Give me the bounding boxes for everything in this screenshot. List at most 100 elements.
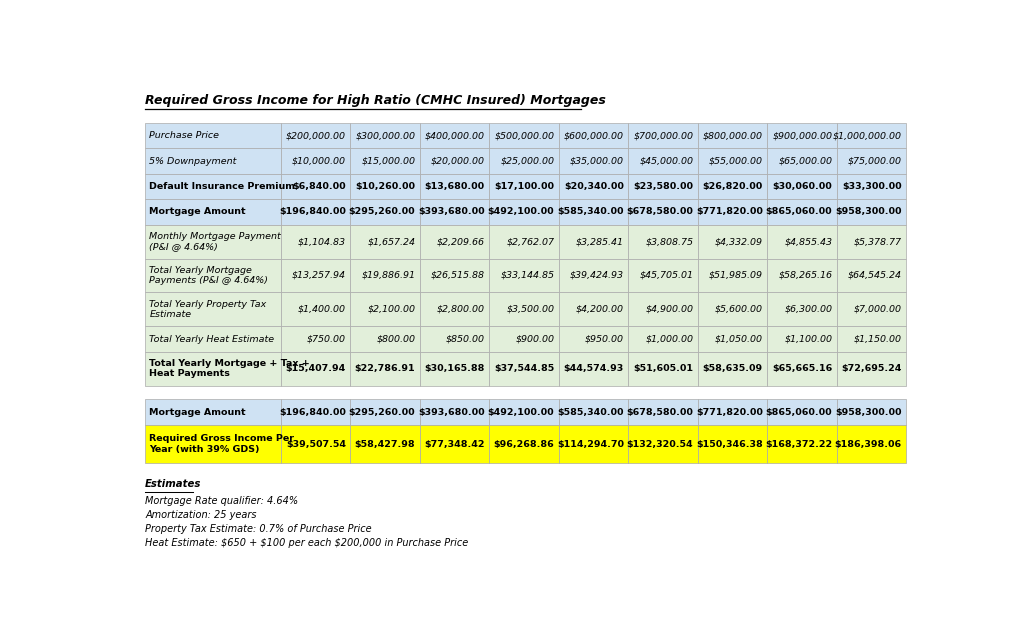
- Text: $492,100.00: $492,100.00: [487, 407, 554, 417]
- Bar: [697, 199, 767, 225]
- Text: $1,150.00: $1,150.00: [854, 335, 902, 343]
- Bar: [697, 123, 767, 148]
- Bar: [350, 258, 420, 292]
- Text: $75,000.00: $75,000.00: [848, 156, 902, 166]
- Bar: [559, 225, 628, 258]
- Text: Required Gross Income Per
Year (with 39% GDS): Required Gross Income Per Year (with 39%…: [150, 435, 294, 454]
- Text: Estimates: Estimates: [145, 479, 202, 489]
- Text: $4,332.09: $4,332.09: [715, 237, 763, 246]
- Bar: [697, 399, 767, 425]
- Bar: [145, 351, 281, 386]
- Text: $1,050.00: $1,050.00: [715, 335, 763, 343]
- Text: $7,000.00: $7,000.00: [854, 305, 902, 314]
- Bar: [281, 425, 350, 463]
- Bar: [489, 258, 559, 292]
- Text: $492,100.00: $492,100.00: [487, 207, 554, 217]
- Text: $393,680.00: $393,680.00: [418, 207, 485, 217]
- Bar: [145, 258, 281, 292]
- Bar: [697, 174, 767, 199]
- Text: Amortization: 25 years: Amortization: 25 years: [145, 510, 257, 520]
- Text: $400,000.00: $400,000.00: [425, 131, 485, 140]
- Text: $1,400.00: $1,400.00: [298, 305, 346, 314]
- Bar: [837, 292, 906, 326]
- Bar: [489, 292, 559, 326]
- Bar: [145, 174, 281, 199]
- Bar: [489, 399, 559, 425]
- Bar: [281, 292, 350, 326]
- Text: $15,407.94: $15,407.94: [286, 364, 346, 373]
- Bar: [628, 225, 697, 258]
- Bar: [559, 292, 628, 326]
- Bar: [420, 292, 489, 326]
- Bar: [559, 258, 628, 292]
- Bar: [145, 425, 281, 463]
- Text: $51,605.01: $51,605.01: [634, 364, 693, 373]
- Bar: [350, 174, 420, 199]
- Bar: [420, 399, 489, 425]
- Bar: [697, 148, 767, 174]
- Text: $196,840.00: $196,840.00: [279, 407, 346, 417]
- Bar: [837, 326, 906, 351]
- Text: $1,000,000.00: $1,000,000.00: [833, 131, 902, 140]
- Text: $33,144.85: $33,144.85: [501, 271, 554, 280]
- Text: $4,200.00: $4,200.00: [575, 305, 624, 314]
- Text: $10,260.00: $10,260.00: [355, 182, 416, 191]
- Bar: [145, 399, 281, 425]
- Bar: [697, 351, 767, 386]
- Text: $44,574.93: $44,574.93: [563, 364, 624, 373]
- Bar: [281, 225, 350, 258]
- Text: $33,300.00: $33,300.00: [842, 182, 902, 191]
- Bar: [145, 148, 281, 174]
- Text: $64,545.24: $64,545.24: [848, 271, 902, 280]
- Bar: [489, 326, 559, 351]
- Bar: [837, 258, 906, 292]
- Text: $65,665.16: $65,665.16: [772, 364, 833, 373]
- Bar: [559, 326, 628, 351]
- Bar: [628, 199, 697, 225]
- Text: $393,680.00: $393,680.00: [418, 407, 485, 417]
- Bar: [837, 399, 906, 425]
- Bar: [628, 425, 697, 463]
- Bar: [420, 351, 489, 386]
- Bar: [837, 174, 906, 199]
- Bar: [697, 292, 767, 326]
- Bar: [281, 351, 350, 386]
- Bar: [628, 292, 697, 326]
- Bar: [145, 326, 281, 351]
- Bar: [350, 225, 420, 258]
- Bar: [697, 258, 767, 292]
- Bar: [281, 199, 350, 225]
- Text: $585,340.00: $585,340.00: [557, 207, 624, 217]
- Bar: [559, 123, 628, 148]
- Bar: [489, 123, 559, 148]
- Text: $15,000.00: $15,000.00: [361, 156, 416, 166]
- Text: $20,340.00: $20,340.00: [564, 182, 624, 191]
- Text: $30,165.88: $30,165.88: [425, 364, 485, 373]
- Text: $585,340.00: $585,340.00: [557, 407, 624, 417]
- Bar: [420, 199, 489, 225]
- Bar: [767, 258, 837, 292]
- Bar: [420, 123, 489, 148]
- Text: $678,580.00: $678,580.00: [627, 207, 693, 217]
- Bar: [628, 148, 697, 174]
- Text: $26,515.88: $26,515.88: [431, 271, 485, 280]
- Text: $186,398.06: $186,398.06: [835, 440, 902, 448]
- Bar: [145, 123, 281, 148]
- Text: $114,294.70: $114,294.70: [557, 440, 624, 448]
- Bar: [628, 174, 697, 199]
- Text: $800,000.00: $800,000.00: [702, 131, 763, 140]
- Text: Total Yearly Mortgage + Tax +
Heat Payments: Total Yearly Mortgage + Tax + Heat Payme…: [150, 359, 310, 378]
- Bar: [420, 425, 489, 463]
- Text: $5,600.00: $5,600.00: [715, 305, 763, 314]
- Bar: [420, 148, 489, 174]
- Text: $2,762.07: $2,762.07: [507, 237, 554, 246]
- Bar: [350, 399, 420, 425]
- Text: Mortgage Rate qualifier: 4.64%: Mortgage Rate qualifier: 4.64%: [145, 496, 298, 505]
- Text: $750.00: $750.00: [307, 335, 346, 343]
- Text: $771,820.00: $771,820.00: [696, 407, 763, 417]
- Text: $600,000.00: $600,000.00: [564, 131, 624, 140]
- Text: $1,000.00: $1,000.00: [645, 335, 693, 343]
- Text: $6,840.00: $6,840.00: [292, 182, 346, 191]
- Text: Monthly Mortgage Payment
(P&I @ 4.64%): Monthly Mortgage Payment (P&I @ 4.64%): [150, 232, 281, 252]
- Text: $3,808.75: $3,808.75: [645, 237, 693, 246]
